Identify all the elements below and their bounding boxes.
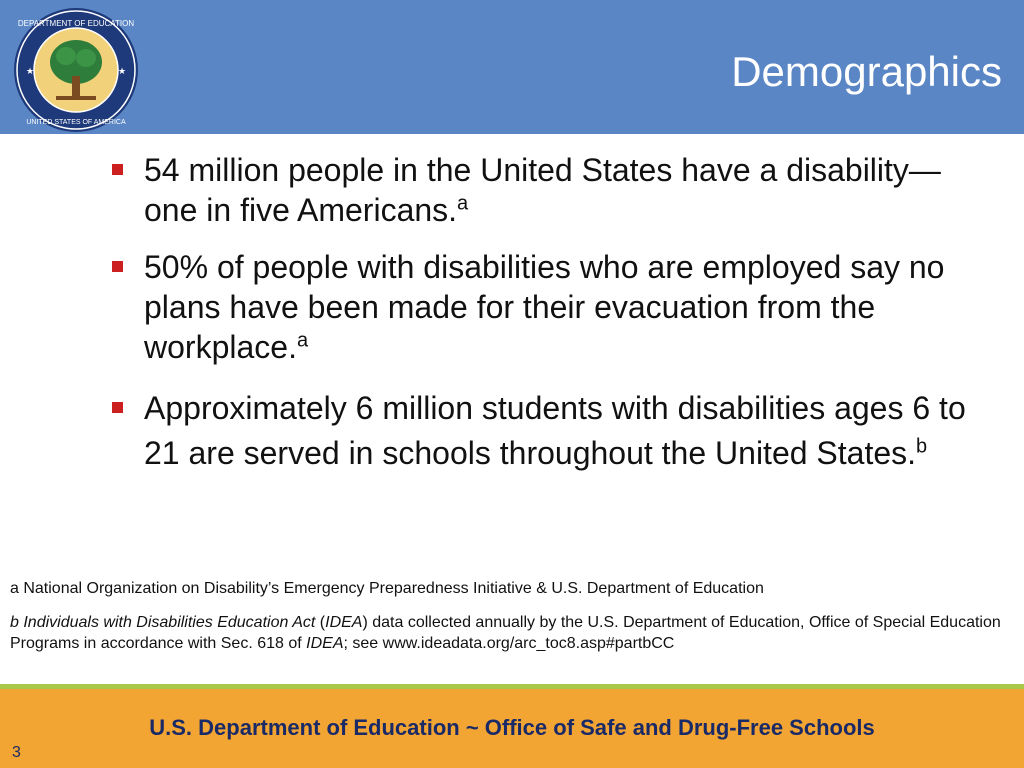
footnote-b-idea: IDEA [325,614,363,631]
page-number: 3 [12,744,21,761]
svg-text:★: ★ [118,66,126,76]
square-bullet-icon [112,402,123,413]
svg-text:UNITED STATES OF AMERICA: UNITED STATES OF AMERICA [26,119,126,126]
svg-text:★: ★ [26,66,34,76]
footnote-b: b Individuals with Disabilities Educatio… [10,612,1015,654]
square-bullet-icon [112,261,123,272]
bullet-item: Approximately 6 million students with di… [110,386,990,476]
bullet-list: 54 million people in the United States h… [110,150,990,476]
footnote-ref: b [916,435,928,458]
bullet-text: 54 million people in the United States h… [144,152,941,228]
slide-title: Demographics [731,48,1002,95]
square-bullet-icon [112,164,123,175]
svg-text:DEPARTMENT OF EDUCATION: DEPARTMENT OF EDUCATION [18,19,135,28]
footnote-b-paren: ( [315,614,326,631]
footer-bar: U.S. Department of Education ~ Office of… [0,689,1024,768]
department-of-education-seal: DEPARTMENT OF EDUCATION UNITED STATES OF… [14,8,138,132]
footnote-b-middle: ) data collected annually by the U.S. De… [10,614,1001,652]
footnote-a: a National Organization on Disability’s … [10,580,764,597]
footer-text: U.S. Department of Education ~ Office of… [149,715,875,740]
footnote-b-act-title: b Individuals with Disabilities Educatio… [10,614,316,631]
bullet-item: 50% of people with disabilities who are … [110,247,990,367]
footnote-ref: a [457,192,469,215]
bullet-text: Approximately 6 million students with di… [144,390,966,471]
footer-divider [0,684,1024,689]
footnote-b-idea-2: IDEA [306,635,344,652]
footnote-ref: a [296,329,309,352]
bullet-text: 50% of people with disabilities who are … [144,249,945,365]
footnotes: a National Organization on Disability’s … [10,578,1015,654]
header-bar: DEPARTMENT OF EDUCATION UNITED STATES OF… [0,0,1024,134]
bullet-item: 54 million people in the United States h… [110,150,990,230]
footnote-b-end: ; see www.ideadata.org/arc_toc8.asp#part… [343,635,675,652]
